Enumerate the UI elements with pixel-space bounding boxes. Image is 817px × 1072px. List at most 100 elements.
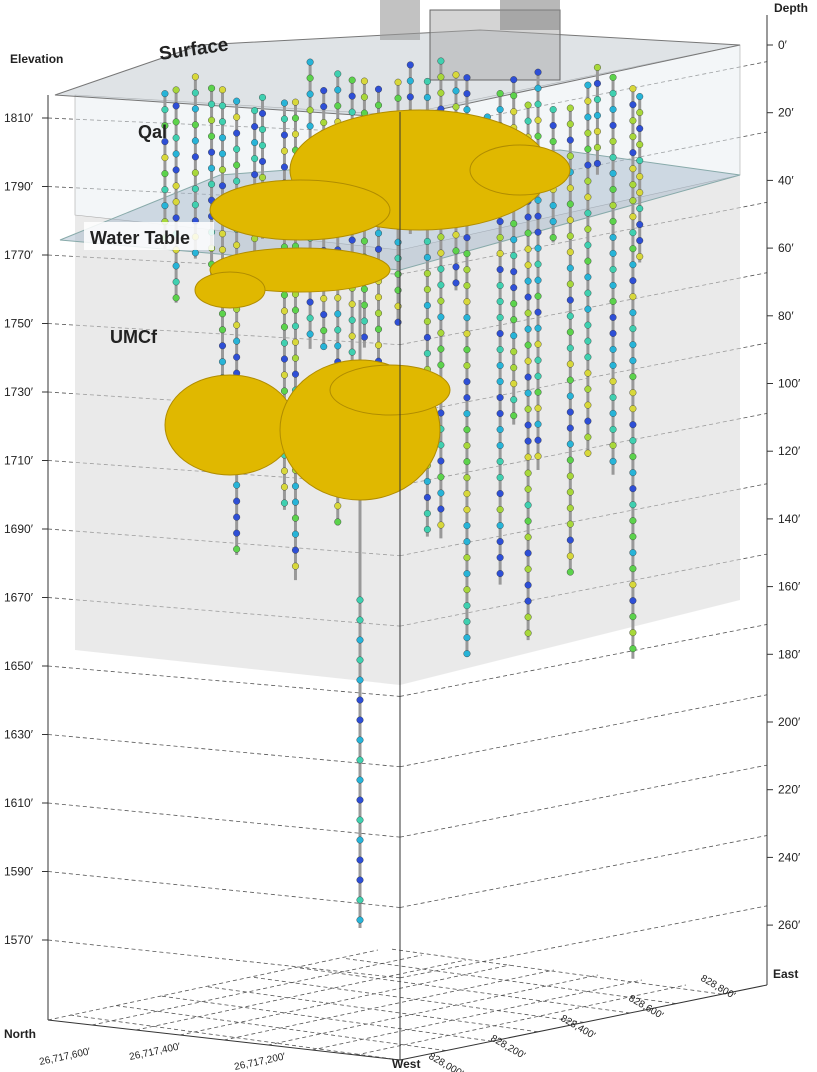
sample [630, 341, 637, 348]
sample [438, 250, 445, 257]
easting-tick-label: 828,000′ [427, 1051, 466, 1072]
sample [525, 598, 532, 605]
sample [357, 677, 364, 684]
sample [424, 94, 431, 101]
elevation-tick-label: 1670′ [4, 591, 34, 605]
sample [585, 162, 592, 169]
sample [630, 613, 637, 620]
sample [219, 310, 226, 317]
sample [375, 342, 382, 349]
sample [219, 150, 226, 157]
sample [259, 174, 266, 181]
sample [535, 229, 542, 236]
sample [594, 80, 601, 87]
sample [630, 597, 637, 604]
elevation-tick-label: 1770′ [4, 248, 34, 262]
sample [535, 453, 542, 460]
sample [630, 565, 637, 572]
elevation-tick-label: 1750′ [4, 317, 34, 331]
sample [361, 302, 368, 309]
sample [208, 117, 215, 124]
sample [259, 142, 266, 149]
sample [424, 286, 431, 293]
sample [281, 100, 288, 107]
sample [307, 331, 314, 338]
sample [424, 350, 431, 357]
sample [334, 327, 341, 334]
sample [585, 418, 592, 425]
sample [630, 405, 637, 412]
sample [535, 437, 542, 444]
sample [349, 301, 356, 308]
sample [550, 202, 557, 209]
sample [525, 550, 532, 557]
sample [585, 114, 592, 121]
sample [535, 245, 542, 252]
sample [636, 237, 643, 244]
sample [292, 515, 299, 522]
sample [438, 266, 445, 273]
sample [510, 76, 517, 83]
sample [357, 837, 364, 844]
sample [173, 167, 180, 174]
sample [251, 139, 258, 146]
scene: 1810′1790′1770′1750′1730′1710′1690′1670′… [0, 0, 817, 1072]
sample [334, 343, 341, 350]
sample [292, 323, 299, 330]
sample [525, 518, 532, 525]
elevation-tick-label: 1730′ [4, 385, 34, 399]
sample [292, 307, 299, 314]
sample [361, 238, 368, 245]
sample [510, 300, 517, 307]
sample [497, 426, 504, 433]
sample [567, 393, 574, 400]
depth-tick-label: 120′ [778, 444, 801, 458]
sample [497, 538, 504, 545]
depth-tick-label: 200′ [778, 715, 801, 729]
building [380, 0, 420, 40]
sample [610, 218, 617, 225]
sample [510, 364, 517, 371]
sample [630, 629, 637, 636]
sample [630, 389, 637, 396]
sample [567, 281, 574, 288]
sample [281, 388, 288, 395]
sample [375, 294, 382, 301]
sample [525, 630, 532, 637]
sample [375, 230, 382, 237]
sample [535, 389, 542, 396]
sample [497, 394, 504, 401]
sample [636, 141, 643, 148]
sample [630, 101, 637, 108]
sample [438, 474, 445, 481]
sample [464, 538, 471, 545]
depth-tick-label: 180′ [778, 647, 801, 661]
sample [464, 282, 471, 289]
sample [497, 442, 504, 449]
sample [464, 106, 471, 113]
sample [464, 394, 471, 401]
sample [320, 311, 327, 318]
sample [357, 897, 364, 904]
sample [535, 325, 542, 332]
sample [535, 277, 542, 284]
sample [292, 115, 299, 122]
grid-line [92, 955, 422, 1025]
sample [585, 434, 592, 441]
sample [192, 186, 199, 193]
sample [510, 268, 517, 275]
sample [173, 135, 180, 142]
sample [550, 234, 557, 241]
sample [357, 757, 364, 764]
depth-title: Depth [774, 1, 808, 15]
sample [357, 717, 364, 724]
sample [334, 71, 341, 78]
sample [219, 102, 226, 109]
sample [525, 422, 532, 429]
sample [510, 348, 517, 355]
sample [464, 234, 471, 241]
sample [453, 280, 460, 287]
grid-line [136, 960, 466, 1030]
sample [173, 183, 180, 190]
sample [424, 494, 431, 501]
